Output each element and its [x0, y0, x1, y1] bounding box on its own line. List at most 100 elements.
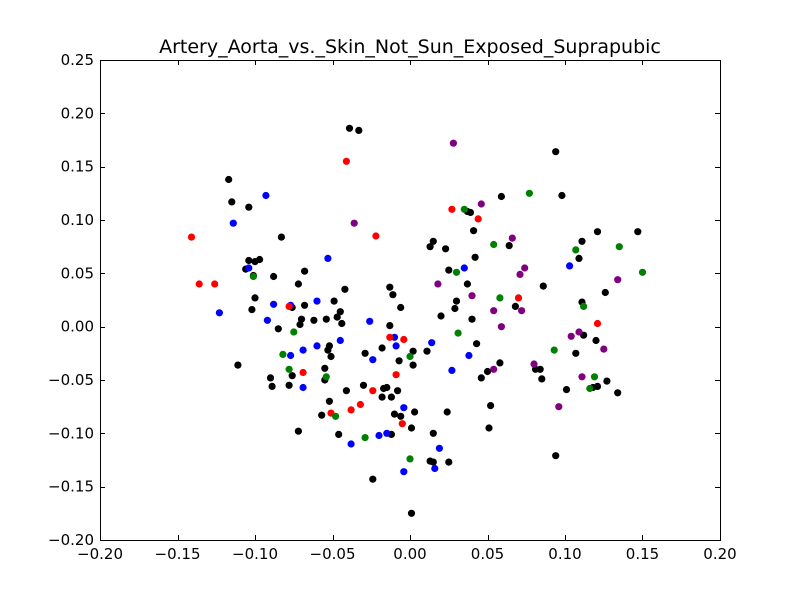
y-tick-label: 0.25 [61, 51, 94, 69]
x-tick-label: −0.05 [310, 545, 356, 563]
data-point [409, 347, 417, 355]
data-point [460, 264, 468, 272]
data-point [518, 307, 526, 315]
x-tick-label: −0.20 [77, 545, 123, 563]
data-point [338, 319, 346, 328]
data-point [593, 382, 602, 390]
data-point [530, 360, 538, 368]
data-point [359, 381, 368, 389]
data-point [592, 336, 600, 345]
data-point [487, 402, 495, 410]
data-point [211, 280, 219, 288]
data-point [249, 272, 257, 281]
data-point [536, 365, 544, 373]
data-point [407, 424, 416, 432]
data-point [395, 357, 403, 365]
data-point [614, 276, 622, 284]
data-point [449, 139, 457, 147]
data-point [313, 342, 321, 350]
data-point [266, 374, 275, 382]
data-point [429, 237, 437, 245]
x-tick-label: 0.20 [703, 545, 736, 563]
data-point [225, 175, 233, 184]
data-point [490, 365, 498, 373]
x-tick-label: 0.05 [471, 545, 504, 563]
data-point [299, 346, 307, 354]
data-point [361, 434, 369, 442]
data-point [406, 352, 414, 361]
y-tick-label: 0.15 [61, 158, 94, 176]
data-point [324, 254, 332, 262]
x-tick-label: 0.00 [393, 545, 426, 563]
data-point [263, 316, 271, 324]
y-tick-label: 0.05 [61, 264, 94, 282]
data-point [406, 455, 414, 463]
data-point [477, 200, 485, 208]
data-point [497, 192, 505, 201]
data-point [325, 397, 333, 405]
data-point [378, 393, 386, 401]
data-point [451, 304, 459, 313]
data-point [400, 468, 408, 476]
data-point [277, 233, 285, 241]
data-point [525, 189, 534, 197]
data-point [369, 356, 377, 364]
y-tick-label: −0.15 [48, 478, 94, 496]
data-point [400, 404, 408, 412]
data-point [567, 332, 575, 340]
data-point [429, 458, 437, 466]
data-point [366, 317, 374, 325]
data-point [505, 242, 513, 250]
data-point [575, 328, 583, 336]
data-point [330, 297, 338, 305]
data-point [342, 157, 350, 165]
data-point [234, 361, 242, 369]
data-point [347, 406, 355, 414]
data-point [477, 374, 485, 382]
data-point [336, 336, 344, 345]
data-point [285, 365, 293, 373]
data-point [521, 264, 529, 272]
data-point [426, 243, 434, 251]
data-point [245, 203, 253, 211]
data-point [332, 412, 340, 420]
data-point [471, 253, 479, 261]
data-point [575, 254, 583, 262]
data-point [369, 387, 377, 395]
data-point [392, 371, 400, 379]
data-point [411, 408, 419, 416]
data-point [600, 345, 608, 353]
data-point [445, 266, 453, 274]
data-point [248, 306, 256, 314]
data-point [285, 302, 293, 310]
data-point [386, 283, 394, 291]
data-point [350, 219, 358, 227]
data-point [294, 280, 302, 288]
x-tick-label: 0.10 [548, 545, 581, 563]
y-tick-label: 0.20 [61, 104, 94, 122]
data-point [301, 301, 309, 309]
data-point [496, 294, 504, 302]
data-point [496, 359, 504, 367]
data-point [407, 509, 416, 517]
data-point [442, 245, 450, 253]
data-point [290, 328, 298, 336]
data-point [466, 208, 475, 217]
x-tick-label: −0.10 [232, 545, 278, 563]
data-point [333, 313, 341, 321]
data-point [342, 387, 350, 395]
data-point [270, 300, 278, 308]
y-tick-label: 0.10 [61, 211, 94, 229]
data-point [539, 282, 547, 290]
data-point [270, 272, 278, 281]
x-tick-label: −0.15 [155, 545, 201, 563]
data-point [409, 361, 417, 369]
data-point [383, 429, 391, 437]
data-point [389, 291, 397, 299]
data-point [299, 368, 307, 377]
data-point [310, 316, 318, 324]
data-point [443, 408, 451, 416]
data-point [483, 367, 492, 376]
data-points [187, 124, 647, 517]
data-point [514, 294, 523, 302]
